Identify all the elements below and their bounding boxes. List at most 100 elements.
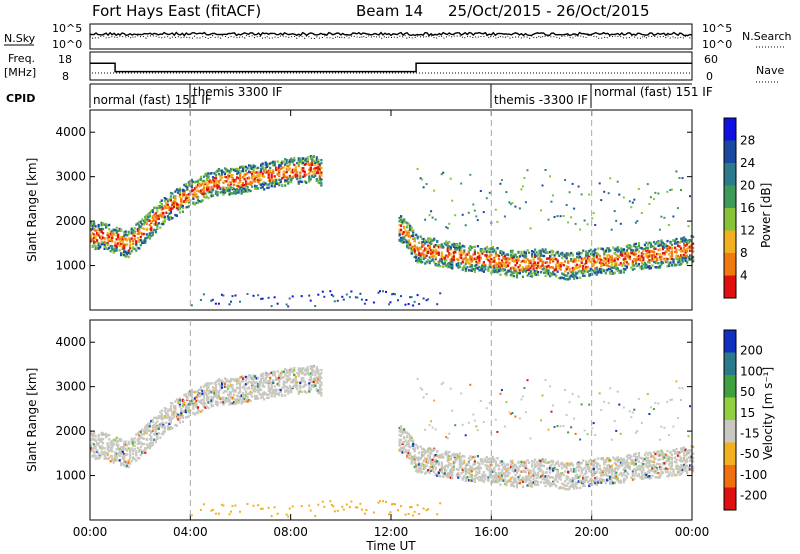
velocity-cell <box>248 387 251 390</box>
velocity-cell <box>260 396 263 400</box>
power-cell <box>582 264 585 268</box>
power-cell <box>574 271 577 274</box>
velocity-cell <box>406 431 409 435</box>
power-cell <box>681 260 684 264</box>
power-cell <box>276 182 279 185</box>
power-cell <box>156 226 159 230</box>
power-cell <box>233 178 236 182</box>
power-cell <box>148 219 151 222</box>
power-cell <box>427 298 430 301</box>
power-cell <box>574 222 577 225</box>
velocity-cell <box>157 432 160 435</box>
power-cell <box>521 270 525 273</box>
power-cell <box>651 245 654 248</box>
power-cell <box>460 256 463 260</box>
velocity-cell <box>446 457 449 460</box>
power-cell <box>154 223 157 226</box>
power-cell <box>154 230 157 234</box>
power-cell <box>148 233 151 236</box>
velocity-cell <box>266 380 269 384</box>
power-cell <box>475 266 478 269</box>
velocity-cell <box>278 376 281 380</box>
velocity-cell <box>291 369 294 372</box>
velocity-cell <box>267 383 270 387</box>
power-cell <box>404 239 407 243</box>
power-cell <box>120 242 123 246</box>
velocity-cell <box>422 467 425 471</box>
velocity-cell <box>135 453 138 456</box>
power-cell <box>600 247 603 250</box>
power-cell <box>214 302 217 305</box>
freq-label: Freq. <box>8 52 35 65</box>
power-cell <box>166 203 169 206</box>
velocity-cell <box>196 389 200 393</box>
velocity-cell <box>222 391 225 394</box>
power-cell <box>312 173 315 177</box>
power-cell <box>236 167 239 171</box>
velocity-cell <box>237 399 240 402</box>
velocity-cell <box>231 389 234 392</box>
power-cell <box>669 261 672 264</box>
power-cell <box>254 180 257 183</box>
power-cell <box>314 163 317 167</box>
power-cell <box>446 247 449 250</box>
velocity-cell <box>156 417 159 420</box>
power-cell <box>181 192 184 196</box>
power-cell <box>199 200 203 203</box>
velocity-cell <box>428 471 431 475</box>
power-cell <box>443 255 446 258</box>
power-cell <box>675 263 678 267</box>
power-cell <box>267 171 270 174</box>
power-cell <box>100 243 103 246</box>
power-cell <box>564 179 567 181</box>
power-cell <box>538 249 541 252</box>
velocity-cell <box>234 504 237 507</box>
power-cell <box>227 187 230 190</box>
velocity-cell <box>458 463 461 466</box>
power-cell <box>151 210 154 214</box>
power-cell <box>239 176 242 180</box>
velocity-cell <box>430 462 433 465</box>
velocity-cell <box>451 409 454 412</box>
velocity-cell <box>118 459 121 462</box>
velocity-cell <box>443 470 446 473</box>
velocity-cell <box>457 456 460 460</box>
power-cell <box>428 256 431 259</box>
power-cell <box>521 267 525 271</box>
velocity-cell <box>148 433 151 437</box>
velocity-cell <box>263 393 266 396</box>
velocity-cell <box>175 416 178 420</box>
velocity-cell <box>332 505 335 508</box>
velocity-cell <box>93 445 96 448</box>
nsky-tick-top: 10^5 <box>52 22 82 35</box>
velocity-cell <box>147 425 150 429</box>
power-cell <box>302 175 305 178</box>
power-cell <box>594 266 597 270</box>
power-cell <box>603 259 606 263</box>
power-cell <box>457 244 460 247</box>
freq-strip-frame <box>89 51 693 81</box>
velocity-cell <box>233 397 236 401</box>
power-cell <box>672 239 675 242</box>
velocity-cell <box>461 468 464 472</box>
power-cell <box>267 296 270 299</box>
power-cell <box>607 192 610 195</box>
velocity-cell <box>126 462 129 466</box>
velocity-cell <box>178 421 181 424</box>
velocity-cell <box>132 444 135 447</box>
nsky-label: N.Sky <box>4 32 36 45</box>
velocity-cell <box>273 388 276 392</box>
velocity-cell <box>288 384 291 388</box>
velocity-cell <box>225 398 228 401</box>
velocity-cell <box>431 449 434 452</box>
velocity-cell <box>169 421 172 424</box>
power-cell <box>461 258 464 262</box>
velocity-cell <box>120 463 123 467</box>
power-cell <box>553 268 556 271</box>
power-cell <box>689 240 692 243</box>
power-cell <box>603 256 606 260</box>
velocity-cell <box>320 372 323 375</box>
power-cell <box>285 176 288 179</box>
power-cell <box>257 166 260 170</box>
